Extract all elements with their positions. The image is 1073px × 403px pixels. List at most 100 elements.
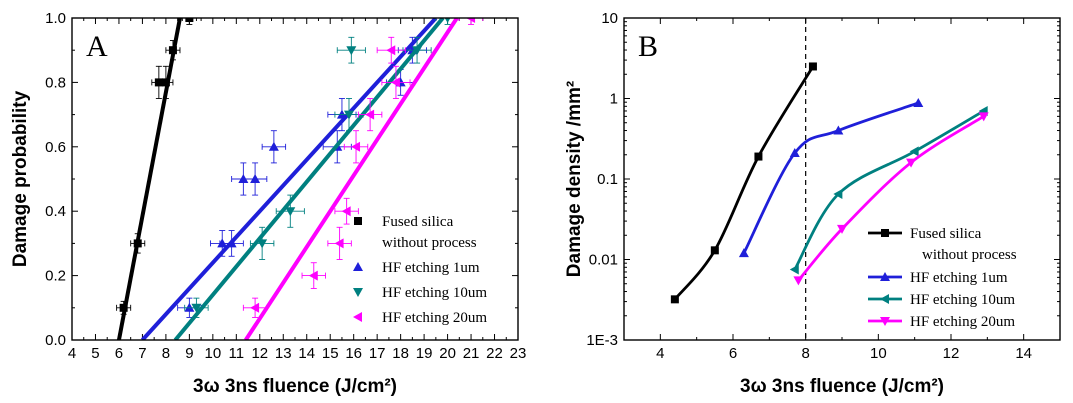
x-tick-label: 8 (801, 345, 809, 362)
data-point (754, 152, 763, 161)
legend-label: HF etching 1um (382, 260, 480, 276)
legend-label: HF etching 20um (382, 310, 487, 326)
data-point (268, 141, 279, 151)
x-tick-label: 10 (204, 345, 221, 362)
y-axis-title: Damage density /mm² (564, 81, 585, 277)
x-tick-label: 21 (463, 345, 480, 362)
data-point (133, 239, 142, 248)
data-point (789, 264, 799, 275)
data-point (119, 303, 128, 312)
data-point (250, 174, 261, 183)
plot-area-a (116, 18, 484, 340)
fit-line-2 (173, 18, 445, 340)
data-point (308, 270, 318, 281)
x-tick-label: 20 (439, 345, 456, 362)
x-tick-label: 6 (729, 345, 737, 362)
data-point (334, 238, 344, 249)
x-tick-label: 12 (251, 345, 268, 362)
data-point (412, 46, 423, 56)
x-axis-title: 3ω 3ns fluence (J/cm²) (740, 376, 944, 397)
x-tick-label: 4 (656, 345, 664, 362)
data-point (285, 207, 296, 217)
data-point (184, 302, 195, 312)
panel-label: B (638, 30, 658, 63)
data-point (191, 303, 202, 313)
data-point (346, 46, 357, 56)
x-tick-label: 14 (298, 345, 315, 362)
y-tick-label: 10 (601, 10, 618, 27)
legend-marker (353, 262, 363, 271)
legend-marker (353, 312, 362, 322)
data-point (978, 112, 989, 122)
x-tick-label: 10 (870, 345, 887, 362)
data-point (250, 302, 260, 313)
x-tick-label: 14 (1015, 345, 1032, 362)
y-tick-label: 0.4 (45, 203, 66, 220)
legend-label: HF etching 10um (382, 285, 487, 301)
data-point (217, 238, 228, 248)
legend-b: Fused silica without process HF etching 1u… (868, 226, 1017, 330)
y-tick-label: 0.01 (589, 252, 618, 269)
y-tick-label: 1.0 (45, 10, 66, 27)
data-point (336, 109, 347, 119)
x-tick-label: 17 (369, 345, 386, 362)
plot-frame-b (623, 17, 1061, 341)
data-point (906, 158, 917, 168)
data-point (466, 18, 476, 23)
data-point (365, 109, 375, 120)
x-tick-label: 18 (392, 345, 409, 362)
legend-marker (354, 217, 362, 225)
data-point (226, 238, 237, 248)
data-point (161, 78, 170, 87)
data-point (386, 45, 396, 56)
legend-label: Fused silica (382, 214, 454, 230)
y-tick-label: 1 (610, 91, 618, 108)
error-bar (334, 197, 359, 225)
data-point (909, 146, 919, 157)
data-point (343, 110, 354, 120)
data-point (341, 206, 351, 217)
data-point (185, 18, 194, 22)
x-tick-label: 15 (322, 345, 339, 362)
x-tick-label: 4 (68, 345, 76, 362)
x-tick-label: 19 (416, 345, 433, 362)
x-tick-label: 9 (185, 345, 193, 362)
legend-marker (880, 272, 890, 281)
panel-b: 4 6 8 10 12 14 1E-3 0.01 0.1 1 10 B Fused silica with… (564, 10, 1061, 397)
fit-line-3 (244, 18, 459, 340)
x-tick-label: 12 (943, 345, 960, 362)
data-point (351, 141, 361, 152)
y-tick-label: 0.2 (45, 268, 66, 285)
legend-marker (880, 317, 890, 326)
series-line-2 (793, 109, 985, 271)
panel-label: A (86, 30, 108, 63)
y-tick-label: 1E-3 (586, 332, 618, 349)
x-axis-title: 3ω 3ns fluence (J/cm²) (193, 376, 397, 397)
x-tick-label: 22 (486, 345, 503, 362)
plot-frame-a (71, 17, 519, 341)
error-bar (261, 130, 287, 164)
x-tick-label: 11 (229, 345, 245, 362)
data-point (670, 295, 679, 304)
fit-line-1 (140, 18, 438, 340)
legend-a: Fused silica without process HF etching 1u… (353, 214, 487, 326)
legend-label: HF etching 1um (910, 270, 1008, 286)
data-point (444, 18, 451, 23)
panel-a: 4 5 6 7 8 9 10 11 12 13 14 15 16 17 18 19 20 21 22 23 0.0 0.2… (10, 10, 526, 397)
data-point (710, 246, 719, 255)
data-point (808, 62, 817, 71)
x-tick-label: 5 (91, 345, 99, 362)
legend-label: without process (922, 247, 1017, 263)
series-line-1 (742, 101, 919, 254)
data-point (789, 148, 800, 158)
legend-label: HF etching 20um (910, 314, 1015, 330)
data-point (168, 46, 177, 55)
legend-marker (880, 294, 889, 304)
x-tick-label: 7 (138, 345, 146, 362)
legend-label: HF etching 10um (910, 292, 1015, 308)
data-point (837, 224, 847, 234)
legend-marker (881, 229, 889, 237)
data-point (793, 276, 804, 286)
